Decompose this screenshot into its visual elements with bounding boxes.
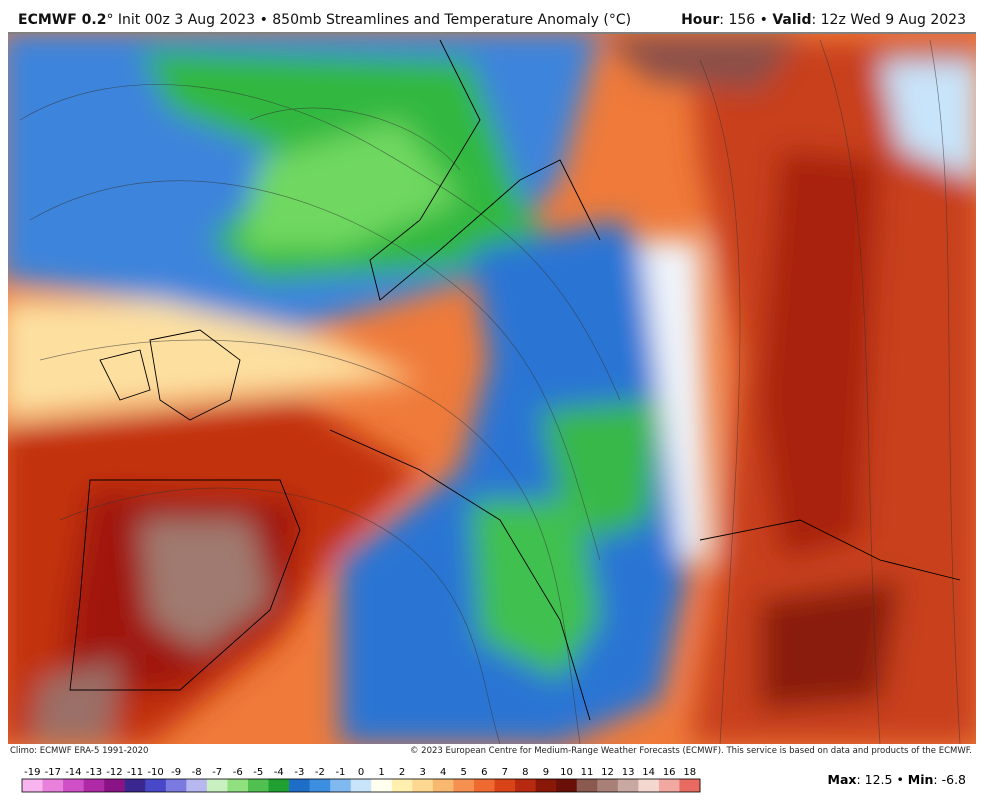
colorbar-tick-label: 3 bbox=[419, 767, 425, 778]
colorbar-tick-label: 1 bbox=[378, 767, 384, 778]
colorbar-tick-label: 16 bbox=[663, 767, 676, 778]
colorbar-tick-label: -2 bbox=[315, 767, 325, 778]
colorbar-swatch bbox=[63, 779, 85, 792]
colorbar-swatch bbox=[42, 779, 64, 792]
colorbar-tick-label: 6 bbox=[481, 767, 487, 778]
anomaly-field bbox=[8, 34, 976, 744]
colorbar-frame bbox=[21, 778, 701, 793]
colorbar-tick-label: -6 bbox=[233, 767, 243, 778]
valid-value: : 12z Wed 9 Aug 2023 bbox=[811, 12, 966, 28]
colorbar-swatch bbox=[474, 779, 496, 792]
colorbar-swatch bbox=[453, 779, 475, 792]
coastlines bbox=[69, 39, 961, 721]
colorbar-tick-label: 2 bbox=[399, 767, 405, 778]
colorbar-swatch bbox=[617, 779, 639, 792]
colorbar-swatch bbox=[658, 779, 680, 792]
colorbar-tick-label: -7 bbox=[212, 767, 222, 778]
colorbar-tick-label: -17 bbox=[45, 767, 61, 778]
valid-label: Valid bbox=[772, 12, 812, 28]
max-value: : 12.5 • bbox=[856, 772, 907, 787]
colorbar-tick-label: 4 bbox=[440, 767, 446, 778]
colorbar-swatch bbox=[248, 779, 270, 792]
title-bar: ECMWF 0.2° Init 00z 3 Aug 2023 • 850mb S… bbox=[18, 12, 631, 28]
colorbar-swatch bbox=[330, 779, 352, 792]
colorbar-swatch bbox=[535, 779, 557, 792]
colorbar-swatch bbox=[432, 779, 454, 792]
colorbar-tick-label: 7 bbox=[502, 767, 508, 778]
stats: Max: 12.5 • Min: -6.8 bbox=[828, 772, 967, 787]
colorbar-swatch bbox=[268, 779, 290, 792]
colorbar-swatch bbox=[679, 779, 701, 792]
max-label: Max bbox=[828, 772, 857, 787]
colorbar-swatch bbox=[371, 779, 393, 792]
colorbar-tick-label: 12 bbox=[601, 767, 614, 778]
colorbar-tick-label: 5 bbox=[461, 767, 467, 778]
colorbar-swatch bbox=[309, 779, 331, 792]
colorbar-swatch bbox=[22, 779, 44, 792]
colorbar-swatch bbox=[124, 779, 146, 792]
colorbar-swatch bbox=[104, 779, 126, 792]
hour-value: : 156 • bbox=[719, 12, 773, 28]
colorbar: -19 -17 -14 -13 -12 -11 -10 -9 -8 -7 -6 -5 -4 -3 -2 -1 0… bbox=[21, 767, 701, 793]
colorbar-tick-label: 10 bbox=[560, 767, 573, 778]
colorbar-tick-label: 18 bbox=[683, 767, 696, 778]
colorbar-swatch bbox=[556, 779, 578, 792]
colorbar-swatch bbox=[83, 779, 105, 792]
colorbar-swatch bbox=[165, 779, 187, 792]
colorbar-tick-label: -1 bbox=[335, 767, 345, 778]
colorbar-tick-label: -3 bbox=[294, 767, 304, 778]
colorbar-tick-label: -4 bbox=[274, 767, 284, 778]
colorbar-swatch bbox=[289, 779, 311, 792]
colorbar-tick-label: -8 bbox=[192, 767, 202, 778]
colorbar-tick-label: 8 bbox=[522, 767, 528, 778]
colorbar-tick-label: -5 bbox=[253, 767, 263, 778]
min-label: Min bbox=[908, 772, 934, 787]
title: ° Init 00z 3 Aug 2023 • 850mb Streamline… bbox=[106, 12, 632, 28]
colorbar-tick-label: 13 bbox=[622, 767, 635, 778]
climo-note: Climo: ECMWF ERA-5 1991-2020 bbox=[10, 746, 149, 756]
colorbar-tick-label: 0 bbox=[358, 767, 364, 778]
colorbar-swatch bbox=[412, 779, 434, 792]
colorbar-swatch bbox=[391, 779, 413, 792]
colorbar-swatch bbox=[350, 779, 372, 792]
colorbar-tick-label: -11 bbox=[127, 767, 143, 778]
colorbar-tick-label: -14 bbox=[65, 767, 81, 778]
colorbar-tick-label: -13 bbox=[86, 767, 102, 778]
valid-info: Hour: 156 • Valid: 12z Wed 9 Aug 2023 bbox=[681, 12, 966, 28]
colorbar-swatch bbox=[206, 779, 228, 792]
colorbar-tick-label: 14 bbox=[642, 767, 655, 778]
colorbar-swatch bbox=[638, 779, 660, 792]
model-name: ECMWF 0.2 bbox=[18, 12, 107, 28]
min-value: : -6.8 bbox=[933, 772, 966, 787]
colorbar-swatch bbox=[515, 779, 537, 792]
colorbar-swatch bbox=[227, 779, 249, 792]
colorbar-tick-label: -12 bbox=[106, 767, 122, 778]
colorbar-swatch bbox=[145, 779, 167, 792]
colorbar-tick-label: -19 bbox=[24, 767, 40, 778]
hour-label: Hour bbox=[681, 12, 720, 28]
colorbar-tick-label: 11 bbox=[581, 767, 594, 778]
colorbar-tick-label: -9 bbox=[171, 767, 181, 778]
copyright: © 2023 European Centre for Medium-Range … bbox=[409, 746, 972, 756]
streamlines bbox=[19, 39, 961, 744]
colorbar-swatch bbox=[597, 779, 619, 792]
colorbar-tick-label: -10 bbox=[147, 767, 163, 778]
colorbar-swatch bbox=[186, 779, 208, 792]
colorbar-swatch bbox=[576, 779, 598, 792]
colorbar-swatch bbox=[494, 779, 516, 792]
colorbar-tick-label: 9 bbox=[543, 767, 549, 778]
